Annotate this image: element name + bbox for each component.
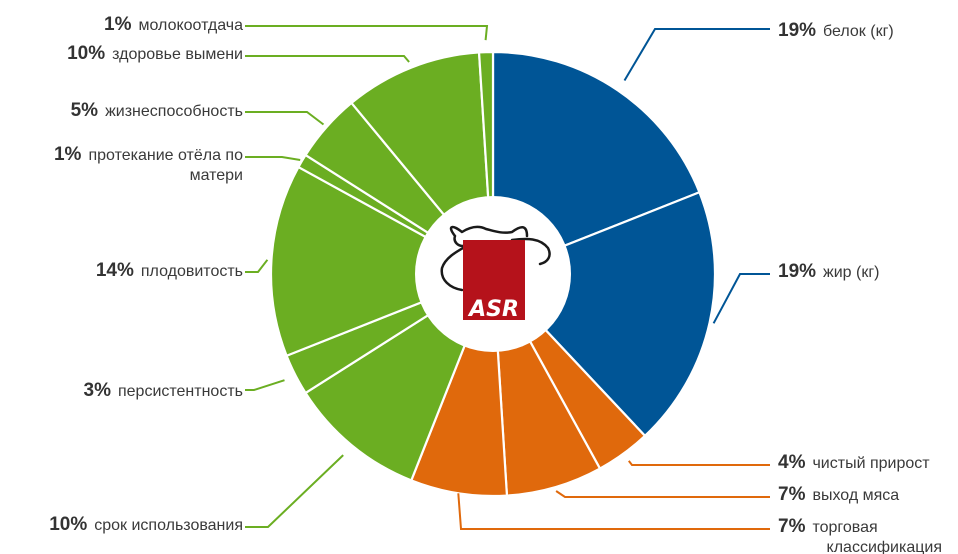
slice-pct: 19%	[778, 20, 816, 41]
slice-label-1: 19% белок (кг)	[778, 20, 894, 41]
asr-logo: ASR	[440, 225, 551, 322]
slice-text-line2: матери	[190, 167, 243, 184]
slice-labels: 19% белок (кг) 19% жир (кг) 4% чистый прирост…	[49, 14, 942, 554]
slice-pct: 3%	[84, 380, 112, 401]
slice-pct: 7%	[778, 516, 806, 537]
logo-red-block	[463, 240, 525, 320]
slice-pct: 1%	[54, 144, 82, 165]
slice-text: чистый прирост	[812, 455, 930, 472]
slice-text: протекание отёла по	[88, 147, 243, 164]
slice-text: жир (кг)	[823, 264, 879, 281]
slice-8	[269, 165, 496, 358]
leader-line-9	[245, 156, 301, 161]
leader-line-5	[457, 493, 770, 530]
slice-label-9: 1% протекание отёла по	[54, 144, 243, 165]
slice-label-4: 7% выход мяса	[778, 484, 899, 505]
slice-pct: 5%	[71, 100, 99, 121]
leader-line-2	[712, 273, 770, 324]
logo-text: ASR	[467, 297, 519, 322]
slice-pct: 1%	[104, 14, 132, 35]
slice-pct: 19%	[778, 261, 816, 282]
slice-pct: 10%	[49, 514, 87, 535]
cow-head-icon	[440, 225, 551, 292]
leader-line-7	[245, 379, 285, 391]
slice-label-7: 3% персистентность	[84, 380, 243, 401]
leader-line-8	[245, 259, 269, 273]
slice-label-8: 14% плодовитость	[96, 260, 243, 281]
leader-line-6	[245, 454, 344, 528]
leader-line-11	[245, 55, 410, 63]
leader-line-3	[628, 460, 770, 466]
slice-pct: 7%	[778, 484, 806, 505]
leader-line-12	[245, 25, 489, 41]
slice-pct: 14%	[96, 260, 134, 281]
slice-pct: 10%	[67, 43, 105, 64]
leader-line-4	[555, 490, 770, 498]
slice-text: молокоотдача	[139, 17, 244, 34]
slice-text: плодовитость	[141, 263, 243, 280]
slice-label-12: 1% молокоотдача	[104, 14, 243, 35]
slice-text: выход мяса	[812, 487, 899, 504]
slice-label-10: 5% жизнеспособность	[71, 100, 243, 121]
leader-line-10	[245, 111, 325, 126]
slice-text: белок (кг)	[823, 23, 894, 40]
slice-label-2: 19% жир (кг)	[778, 261, 880, 282]
slice-text: персистентность	[118, 383, 243, 400]
slice-text: жизнеспособность	[105, 103, 243, 120]
slice-pct: 4%	[778, 452, 806, 473]
slice-label-11: 10% здоровье вымени	[67, 43, 243, 64]
slice-text: срок использования	[94, 517, 243, 534]
slice-label-3: 4% чистый прирост	[778, 452, 930, 473]
slice-text: здоровье вымени	[112, 46, 243, 63]
leader-lines	[245, 25, 770, 530]
slice-text: торговая	[812, 519, 877, 536]
slice-text-line2: классификация	[827, 539, 942, 554]
slice-label-6: 10% срок использования	[49, 514, 243, 535]
leader-line-1	[623, 28, 770, 82]
slice-label-5: 7% торговая	[778, 516, 878, 537]
